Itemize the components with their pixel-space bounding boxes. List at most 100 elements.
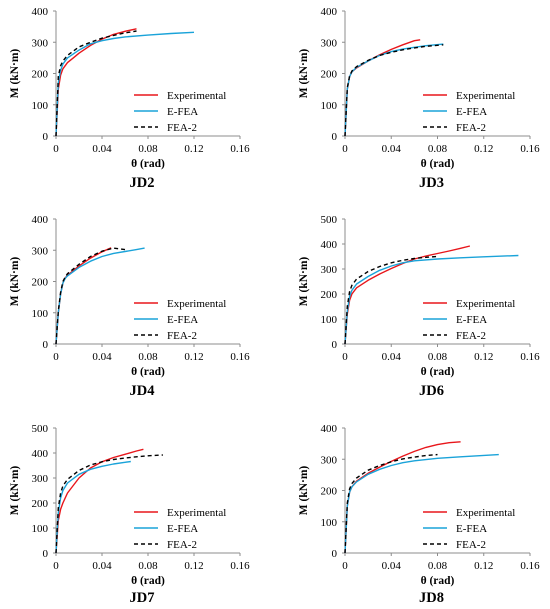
y-tick-label: 100 bbox=[32, 308, 49, 320]
series-line-e-fea bbox=[344, 254, 519, 345]
x-axis-title: θ (rad) bbox=[421, 158, 455, 170]
y-tick-label: 0 bbox=[43, 131, 49, 143]
y-tick-label: 400 bbox=[321, 239, 338, 251]
x-tick-label: 0.16 bbox=[520, 351, 540, 363]
panel-label: JD6 bbox=[419, 383, 444, 399]
x-tick-label: 0.04 bbox=[382, 143, 402, 155]
panel-label: JD8 bbox=[419, 590, 444, 606]
panel-jd8: 0 100 200 300 400 0 0.04 0.08 0.12 0.16 θ (rad) M (… bbox=[298, 423, 540, 606]
x-axis-title: θ (rad) bbox=[131, 575, 165, 587]
series-line-e-fea bbox=[55, 460, 131, 554]
legend-label: FEA-2 bbox=[456, 330, 486, 342]
legend-label: Experimental bbox=[167, 298, 226, 310]
legend-label: Experimental bbox=[456, 90, 515, 102]
series-line-experimental bbox=[55, 28, 137, 137]
y-tick-label: 0 bbox=[332, 131, 338, 143]
panel-label: JD4 bbox=[130, 383, 155, 399]
y-tick-label: 0 bbox=[43, 339, 49, 351]
y-tick-label: 300 bbox=[321, 454, 338, 466]
panel-label: JD7 bbox=[130, 590, 155, 606]
y-axis-title: M (kN·m) bbox=[298, 257, 310, 307]
y-tick-label: 100 bbox=[32, 100, 49, 112]
y-tick-label: 200 bbox=[32, 498, 49, 510]
y-tick-label: 500 bbox=[321, 214, 338, 226]
legend-label: E-FEA bbox=[167, 314, 198, 326]
x-tick-label: 0.16 bbox=[520, 143, 540, 155]
x-tick-label: 0.08 bbox=[428, 351, 448, 363]
legend-label: E-FEA bbox=[456, 523, 487, 535]
y-tick-label: 400 bbox=[321, 6, 338, 18]
legend: Experimental E-FEA FEA-2 bbox=[423, 507, 515, 551]
legend-label: FEA-2 bbox=[456, 539, 486, 551]
x-tick-label: 0 bbox=[342, 351, 348, 363]
legend: Experimental E-FEA FEA-2 bbox=[134, 90, 226, 134]
x-tick-label: 0.12 bbox=[184, 143, 203, 155]
x-tick-label: 0.12 bbox=[474, 143, 493, 155]
legend-label: Experimental bbox=[167, 90, 226, 102]
legend: Experimental E-FEA FEA-2 bbox=[423, 90, 515, 134]
y-tick-label: 200 bbox=[321, 486, 338, 498]
x-tick-label: 0.08 bbox=[138, 143, 158, 155]
series-line-fea-2 bbox=[55, 247, 126, 345]
panel-jd7: 0 100 200 300 400 500 0 0.04 0.08 0.12 0.16 θ (rad)… bbox=[9, 423, 250, 606]
y-tick-label: 0 bbox=[332, 548, 338, 560]
y-tick-label: 300 bbox=[321, 264, 338, 276]
legend-label: E-FEA bbox=[456, 314, 487, 326]
x-tick-label: 0.12 bbox=[184, 560, 203, 572]
y-tick-label: 100 bbox=[321, 517, 338, 529]
x-tick-label: 0.16 bbox=[230, 560, 250, 572]
series-line-fea-2 bbox=[55, 454, 163, 554]
x-axis-title: θ (rad) bbox=[131, 158, 165, 170]
series-line-e-fea bbox=[344, 43, 444, 137]
series-line-experimental bbox=[344, 245, 471, 345]
x-tick-label: 0.04 bbox=[92, 143, 112, 155]
series-line-e-fea bbox=[55, 31, 195, 137]
y-tick-label: 400 bbox=[32, 6, 49, 18]
y-tick-label: 300 bbox=[32, 37, 49, 49]
y-tick-label: 200 bbox=[321, 289, 338, 301]
x-tick-label: 0.12 bbox=[184, 351, 203, 363]
y-axis-title: M (kN·m) bbox=[9, 466, 21, 516]
panel-jd3: 0 100 200 300 400 0 0.04 0.08 0.12 0.16 θ (rad) M (… bbox=[298, 6, 540, 191]
y-tick-label: 100 bbox=[321, 314, 338, 326]
y-tick-label: 100 bbox=[32, 523, 49, 535]
x-tick-label: 0.16 bbox=[520, 560, 540, 572]
legend-label: E-FEA bbox=[456, 106, 487, 118]
y-tick-label: 100 bbox=[321, 100, 338, 112]
y-tick-label: 200 bbox=[32, 277, 49, 289]
series-line-fea-2 bbox=[344, 255, 438, 345]
legend-label: FEA-2 bbox=[456, 122, 486, 134]
series-line-experimental bbox=[55, 448, 144, 554]
series-line-fea-2 bbox=[344, 44, 444, 137]
x-tick-label: 0 bbox=[53, 351, 59, 363]
y-axis-title: M (kN·m) bbox=[298, 466, 310, 516]
panel-label: JD2 bbox=[130, 175, 155, 191]
y-tick-label: 400 bbox=[32, 448, 49, 460]
x-tick-label: 0.16 bbox=[230, 143, 250, 155]
y-tick-label: 300 bbox=[321, 37, 338, 49]
x-tick-label: 0.08 bbox=[428, 560, 448, 572]
legend-label: FEA-2 bbox=[167, 122, 197, 134]
y-tick-label: 200 bbox=[321, 69, 338, 81]
y-tick-label: 300 bbox=[32, 473, 49, 485]
y-tick-label: 0 bbox=[332, 339, 338, 351]
legend-label: Experimental bbox=[167, 507, 226, 519]
y-tick-label: 200 bbox=[32, 69, 49, 81]
panel-jd6: 0 100 200 300 400 500 0 0.04 0.08 0.12 0.16 θ (rad)… bbox=[298, 214, 540, 399]
x-tick-label: 0 bbox=[342, 560, 348, 572]
x-tick-label: 0.12 bbox=[474, 351, 493, 363]
legend-label: E-FEA bbox=[167, 523, 198, 535]
legend-label: FEA-2 bbox=[167, 539, 197, 551]
legend-label: Experimental bbox=[456, 507, 515, 519]
panel-label: JD3 bbox=[419, 175, 444, 191]
series-line-fea-2 bbox=[55, 30, 137, 137]
x-tick-label: 0 bbox=[53, 143, 59, 155]
series-line-e-fea bbox=[344, 453, 499, 554]
x-tick-label: 0.16 bbox=[230, 351, 250, 363]
x-tick-label: 0.04 bbox=[382, 560, 402, 572]
x-tick-label: 0.04 bbox=[92, 351, 112, 363]
x-tick-label: 0 bbox=[342, 143, 348, 155]
legend-label: FEA-2 bbox=[167, 330, 197, 342]
y-axis-title: M (kN·m) bbox=[298, 49, 310, 99]
